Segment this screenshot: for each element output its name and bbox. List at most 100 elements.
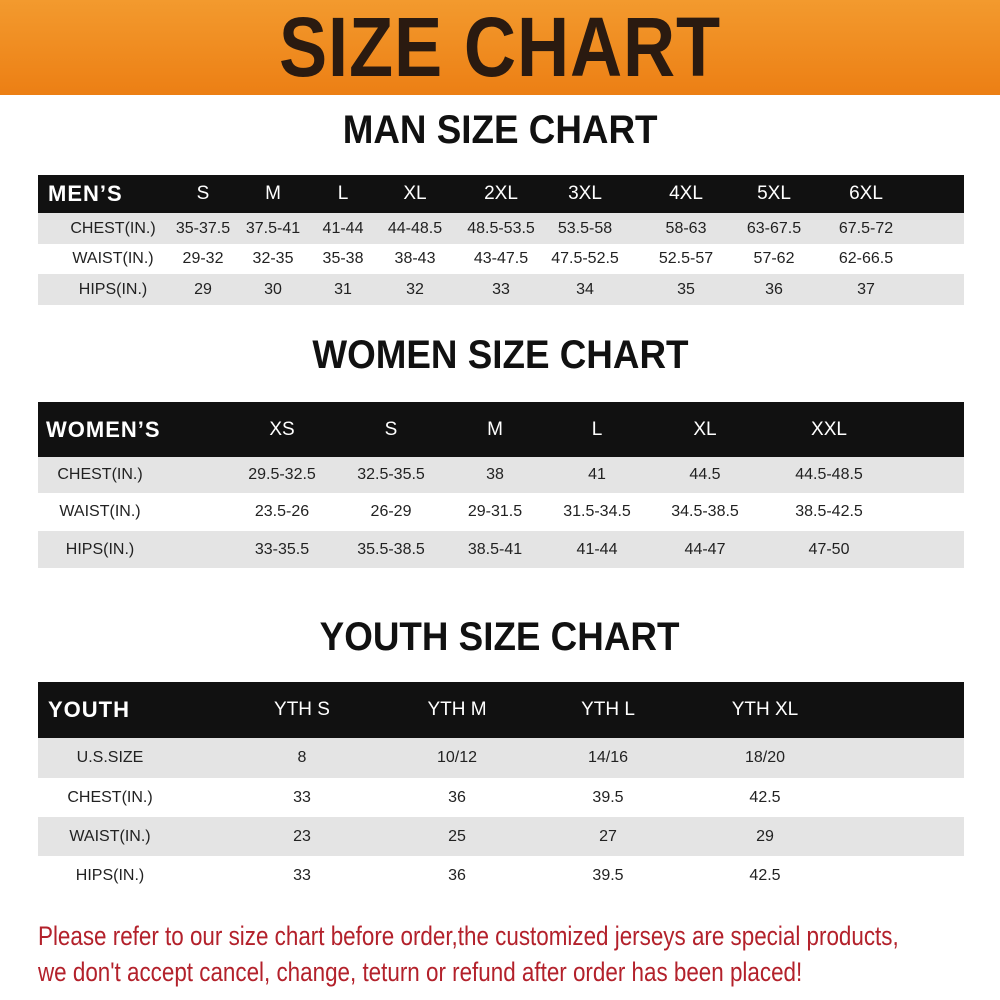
measurement-label: HIPS(IN.): [75, 867, 145, 884]
table-cell: 18/20: [744, 749, 786, 766]
table-cell: 31.5-34.5: [563, 503, 631, 520]
table-row: HIPS(IN.) 33 36 39.5 42.5: [38, 856, 964, 896]
measurement-label: WAIST(IN.): [69, 827, 151, 845]
table-cell: 35-37.5: [175, 219, 231, 237]
table-cell: 47.5-52.5: [551, 250, 619, 267]
size-header-cell: 3XL: [568, 183, 602, 204]
women-section-title: WOMEN SIZE CHART: [311, 333, 689, 377]
banner-title: SIZE CHART: [278, 0, 722, 94]
table-cell: 44.5-48.5: [795, 466, 863, 483]
table-cell: 25: [448, 827, 466, 845]
table-cell: 39.5: [592, 867, 624, 884]
order-notice: Please refer to our size chart before or…: [38, 918, 899, 990]
youth-header-row: YOUTH YTH S YTH M YTH L YTH XL: [38, 682, 964, 738]
table-cell: 52.5-57: [658, 250, 714, 267]
notice-line: Please refer to our size chart before or…: [38, 921, 899, 951]
table-cell: 39.5: [592, 788, 624, 806]
table-cell: 31: [334, 280, 352, 298]
women-header-row: WOMEN’S XS S M L XL XXL: [38, 402, 964, 457]
table-row: WAIST(IN.) 23 25 27 29: [38, 817, 964, 856]
table-cell: 44-47: [684, 540, 726, 558]
table-cell: 57-62: [753, 250, 795, 267]
youth-section-title: YOUTH SIZE CHART: [320, 615, 680, 659]
size-header-cell: M: [487, 418, 503, 440]
table-cell: 36: [765, 280, 783, 298]
size-header-cell: M: [265, 183, 281, 204]
table-cell: 62-66.5: [838, 250, 894, 267]
table-cell: 32.5-35.5: [357, 466, 425, 483]
table-cell: 63-67.5: [746, 219, 802, 237]
table-cell: 34.5-38.5: [671, 503, 739, 520]
table-cell: 42.5: [749, 867, 781, 884]
youth-size-table: YOUTH YTH S YTH M YTH L YTH XL U.S.SIZE 8 10/12…: [38, 682, 964, 896]
size-header-cell: YTH L: [581, 699, 635, 720]
table-cell: 58-63: [665, 219, 707, 237]
table-cell: 47-50: [808, 540, 850, 558]
size-chart-banner: SIZE CHART: [0, 0, 1000, 95]
table-cell: 34: [576, 280, 594, 298]
table-row: HIPS(IN.) 33-35.5 35.5-38.5 38.5-41 41-44 44-…: [38, 531, 964, 568]
size-header-cell: XL: [403, 183, 427, 204]
table-cell: 32: [406, 280, 424, 298]
table-cell: 53.5-58: [557, 219, 613, 237]
measurement-label: U.S.SIZE: [76, 749, 144, 766]
table-row: CHEST(IN.) 35-37.5 37.5-41 41-44 44-48.5 48.5…: [38, 213, 964, 244]
table-row: CHEST(IN.) 33 36 39.5 42.5: [38, 778, 964, 817]
table-cell: 23.5-26: [254, 503, 310, 520]
men-header-row: MEN’S S M L XL 2XL 3XL 4XL 5XL 6XL: [38, 175, 964, 213]
table-cell: 8: [297, 749, 307, 766]
table-cell: 38-43: [394, 250, 436, 267]
measurement-label: CHEST(IN.): [57, 466, 143, 483]
table-title-cell: WOMEN’S: [46, 416, 161, 442]
table-cell: 36: [448, 788, 466, 806]
measurement-label: WAIST(IN.): [72, 250, 154, 267]
table-cell: 38: [486, 466, 504, 483]
table-title-cell: YOUTH: [48, 697, 130, 722]
table-cell: 29-32: [182, 250, 224, 267]
size-header-cell: XS: [269, 418, 295, 440]
table-cell: 23: [293, 827, 311, 845]
table-cell: 33: [293, 867, 311, 884]
table-cell: 67.5-72: [838, 219, 894, 237]
size-header-cell: 2XL: [484, 183, 518, 204]
table-cell: 33: [293, 788, 311, 806]
table-row: WAIST(IN.) 23.5-26 26-29 29-31.5 31.5-34.5 34…: [38, 493, 964, 531]
table-title-cell: MEN’S: [48, 181, 123, 206]
size-header-cell: L: [337, 183, 349, 204]
size-header-cell: S: [384, 418, 398, 440]
measurement-label: WAIST(IN.): [59, 503, 141, 520]
measurement-label: CHEST(IN.): [67, 788, 153, 806]
table-cell: 35-38: [322, 250, 364, 267]
men-size-table: MEN’S S M L XL 2XL 3XL 4XL 5XL 6XL CHEST(IN.) 35-37…: [38, 175, 964, 305]
size-header-cell: XL: [693, 418, 717, 440]
table-cell: 29: [194, 280, 212, 298]
table-cell: 32-35: [252, 250, 294, 267]
table-cell: 35: [677, 280, 695, 298]
measurement-label: HIPS(IN.): [65, 540, 135, 558]
table-cell: 10/12: [436, 749, 478, 766]
table-cell: 29-31.5: [467, 503, 523, 520]
table-row: CHEST(IN.) 29.5-32.5 32.5-35.5 38 41 44.5 44.5…: [38, 457, 964, 493]
table-cell: 33-35.5: [254, 540, 310, 558]
table-cell: 14/16: [587, 749, 629, 766]
size-header-cell: 4XL: [669, 183, 703, 204]
table-cell: 41-44: [576, 540, 618, 558]
table-cell: 29: [756, 827, 774, 845]
table-cell: 29.5-32.5: [248, 466, 316, 483]
table-cell: 44.5: [689, 466, 721, 483]
table-cell: 38.5-41: [467, 540, 523, 558]
table-cell: 41-44: [322, 219, 364, 237]
women-size-table: WOMEN’S XS S M L XL XXL CHEST(IN.) 29.5-32.5 32.5…: [38, 402, 964, 568]
size-header-cell: 5XL: [757, 183, 791, 204]
measurement-label: HIPS(IN.): [78, 280, 148, 298]
measurement-label: CHEST(IN.): [70, 219, 156, 237]
table-cell: 33: [492, 280, 510, 298]
table-cell: 35.5-38.5: [357, 540, 425, 558]
table-cell: 43-47.5: [473, 250, 529, 267]
notice-line: we don't accept cancel, change, teturn o…: [38, 957, 803, 987]
table-cell: 37: [857, 280, 875, 298]
table-cell: 37.5-41: [245, 219, 301, 237]
size-header-cell: YTH M: [427, 699, 487, 720]
table-row: HIPS(IN.) 29 30 31 32 33 34 35 36 37: [38, 274, 964, 305]
size-header-cell: XXL: [811, 418, 847, 440]
